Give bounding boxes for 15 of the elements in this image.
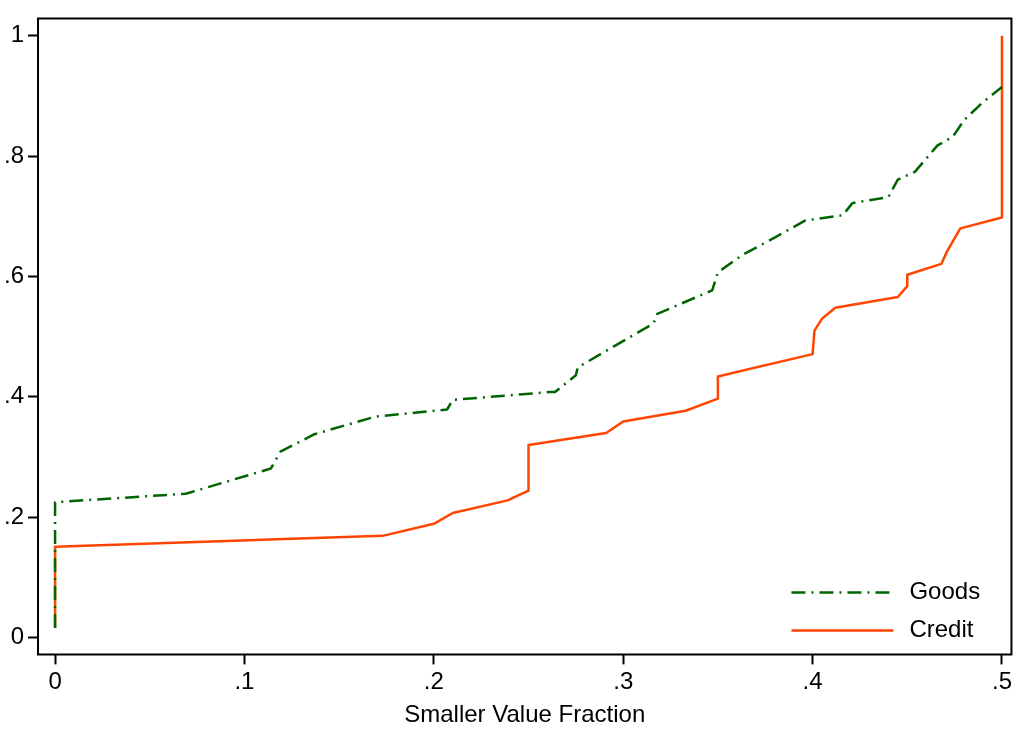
y-tick-label: .4 xyxy=(4,381,25,409)
x-tick-label: .5 xyxy=(991,667,1012,695)
legend-label: Goods xyxy=(909,577,981,605)
y-tick-label: .8 xyxy=(4,140,25,168)
x-axis-title: Smaller Value Fraction xyxy=(404,700,646,728)
legend-label: Credit xyxy=(909,615,974,643)
x-tick-label: .4 xyxy=(802,667,823,695)
y-tick-label: 0 xyxy=(10,622,25,650)
y-tick-label: .6 xyxy=(4,261,25,289)
y-tick-label: .2 xyxy=(4,501,25,529)
y-tick-label: 1 xyxy=(10,20,25,48)
x-tick-label: .1 xyxy=(234,667,255,695)
x-tick-label: .2 xyxy=(423,667,444,695)
x-tick-label: .3 xyxy=(613,667,634,695)
x-tick-label: 0 xyxy=(48,667,62,695)
